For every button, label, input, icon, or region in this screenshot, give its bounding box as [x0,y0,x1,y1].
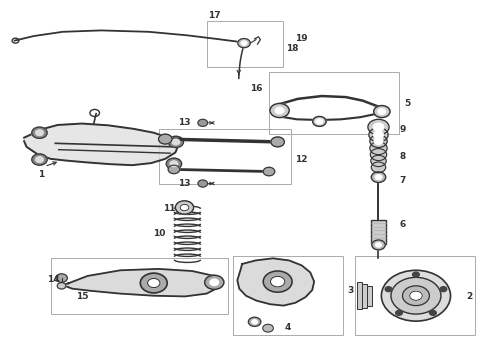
Bar [357,282,362,310]
Bar [159,129,291,184]
Text: 8: 8 [400,152,406,161]
Circle shape [368,119,389,135]
Circle shape [57,283,66,289]
Text: 2: 2 [466,292,472,301]
Circle shape [180,204,189,211]
Circle shape [270,276,285,287]
Circle shape [402,286,429,306]
Text: 6: 6 [400,220,406,229]
Bar [362,284,368,308]
Circle shape [36,130,43,136]
Circle shape [385,287,392,292]
Circle shape [391,277,441,314]
Circle shape [370,149,387,161]
Text: 3: 3 [348,285,354,294]
Circle shape [170,161,178,167]
Bar [371,220,386,243]
Circle shape [395,310,402,315]
Polygon shape [24,123,179,165]
Circle shape [147,278,160,288]
Circle shape [205,275,224,289]
Bar [269,72,399,134]
Text: 14: 14 [48,275,60,284]
Bar [207,21,283,67]
Circle shape [381,270,450,321]
Circle shape [313,117,326,126]
Text: 16: 16 [250,84,262,93]
Circle shape [374,131,383,138]
Text: 4: 4 [284,323,291,332]
Circle shape [316,119,323,124]
Circle shape [166,158,182,170]
Circle shape [238,39,250,48]
Circle shape [371,155,386,167]
Text: 19: 19 [295,34,308,43]
Text: 10: 10 [153,229,165,238]
Circle shape [374,105,390,118]
Text: 17: 17 [208,11,220,20]
Text: 9: 9 [400,125,406,134]
Circle shape [270,103,289,118]
Circle shape [440,287,447,292]
Circle shape [371,172,386,183]
Text: 11: 11 [163,204,175,213]
Circle shape [175,201,194,214]
Text: 15: 15 [76,292,89,301]
Bar [50,258,228,314]
Circle shape [32,127,47,138]
Text: 1: 1 [38,170,45,179]
Text: 7: 7 [400,176,406,185]
Text: 13: 13 [178,179,190,188]
Bar [233,256,343,335]
Circle shape [376,243,381,247]
Circle shape [56,274,67,282]
Circle shape [248,317,261,327]
Circle shape [369,128,388,142]
Polygon shape [64,269,219,296]
Circle shape [378,109,386,114]
Bar [355,256,475,335]
Circle shape [275,107,284,114]
Circle shape [371,162,386,172]
Circle shape [159,134,172,144]
Circle shape [32,154,47,165]
Circle shape [252,320,257,324]
Circle shape [263,271,292,292]
Text: 12: 12 [295,155,307,164]
Circle shape [210,279,219,285]
Circle shape [374,138,383,144]
Circle shape [413,272,419,277]
Circle shape [410,291,422,300]
Circle shape [430,310,436,315]
Bar [367,286,372,306]
Circle shape [198,119,208,126]
Circle shape [168,136,184,148]
Polygon shape [237,258,314,306]
Text: 13: 13 [178,118,190,127]
Circle shape [172,139,180,145]
Circle shape [271,137,284,147]
Circle shape [370,135,387,148]
Text: 5: 5 [404,99,411,108]
Circle shape [370,142,387,154]
Circle shape [375,175,382,180]
Circle shape [140,273,167,293]
Circle shape [263,167,275,176]
Circle shape [373,123,384,131]
Circle shape [198,180,208,187]
Circle shape [241,41,247,45]
Text: 18: 18 [286,44,299,53]
Circle shape [372,240,385,250]
Circle shape [263,324,273,332]
Circle shape [36,157,43,162]
Circle shape [168,165,180,174]
